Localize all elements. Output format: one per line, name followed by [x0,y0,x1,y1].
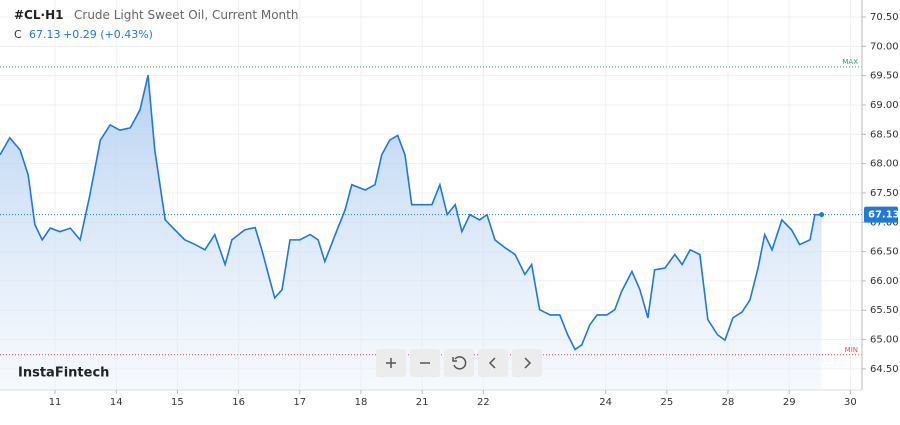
x-tick-label: 14 [110,397,123,408]
plot [0,66,862,390]
y-tick-label: 68.00 [870,159,899,170]
y-tick-label: 68.50 [870,129,899,140]
y-tick-label: 64.50 [870,364,899,375]
brand-logo: InstaFintech [18,366,109,381]
close-label: C [14,28,22,41]
x-tick-label: 11 [49,397,62,408]
y-tick-label: 70.00 [870,41,899,52]
y-tick-label: 66.50 [870,247,899,258]
zoom-out-button[interactable] [410,349,440,377]
y-tick-label: 66.00 [870,276,899,287]
zoom-in-button[interactable] [376,349,406,377]
x-tick-label: 16 [232,397,245,408]
x-tick-label: 21 [416,397,429,408]
x-tick-label: 22 [477,397,490,408]
x-tick-label: 24 [599,397,612,408]
x-tick-label: 28 [722,397,735,408]
y-tick-label: 65.50 [870,305,899,316]
last-point [819,212,825,218]
y-tick-label: 69.50 [870,71,899,82]
toolbar [376,349,542,377]
max-line-label: MAX [842,58,858,66]
y-tick-label: 67.00 [870,217,899,228]
last-price-box [864,206,898,223]
symbol: #CL·H1 [14,8,64,22]
chart-title: Crude Light Sweet Oil, Current Month [74,8,299,22]
y-tick-label: 69.00 [870,100,899,111]
x-tick-label: 25 [660,397,673,408]
x-tick-label: 17 [293,397,306,408]
scroll-right-button[interactable] [512,349,542,377]
reset-button[interactable] [444,349,474,377]
x-tick-label: 18 [355,397,368,408]
y-tick-label: 70.50 [870,12,899,23]
x-tick-label: 30 [844,397,857,408]
price-change: +0.29 (+0.43%) [63,28,153,41]
x-tick-label: 29 [783,397,796,408]
y-tick-label: 65.00 [870,335,899,346]
x-tick-label: 15 [171,397,184,408]
scroll-left-button[interactable] [478,349,508,377]
min-line-label: MIN [845,346,858,354]
y-tick-label: 67.50 [870,188,899,199]
last-price: 67.13 [29,28,61,41]
price-line [0,74,822,351]
last-price-label: 67.13 [868,210,900,221]
area-fill [0,75,822,390]
